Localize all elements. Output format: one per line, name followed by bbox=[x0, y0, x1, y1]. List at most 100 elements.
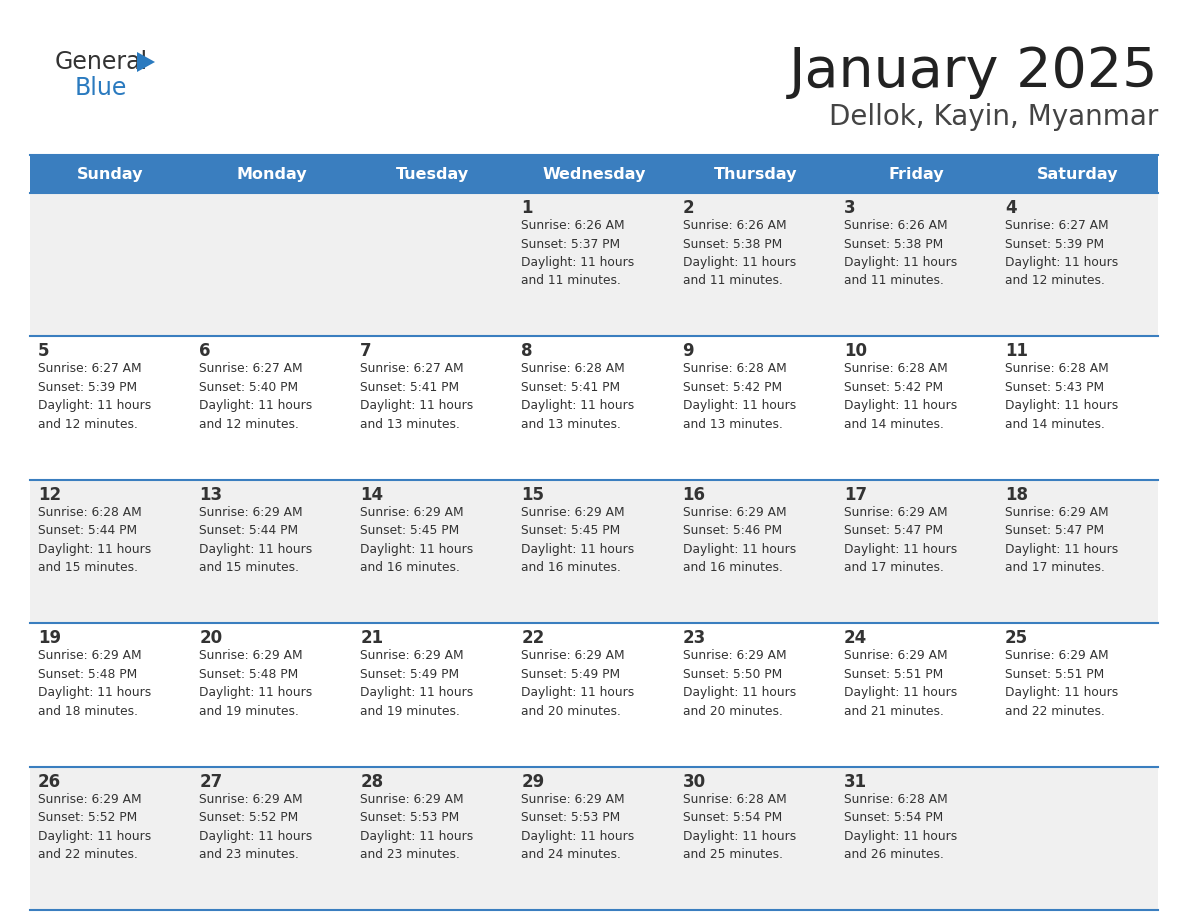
Text: 14: 14 bbox=[360, 486, 384, 504]
Bar bbox=[513, 767, 675, 910]
Text: 26: 26 bbox=[38, 773, 61, 790]
Text: 10: 10 bbox=[843, 342, 867, 361]
Text: Sunset: 5:43 PM: Sunset: 5:43 PM bbox=[1005, 381, 1104, 394]
Text: 4: 4 bbox=[1005, 199, 1017, 217]
Text: Daylight: 11 hours: Daylight: 11 hours bbox=[360, 686, 474, 700]
Text: Sunset: 5:47 PM: Sunset: 5:47 PM bbox=[843, 524, 943, 537]
Text: 19: 19 bbox=[38, 629, 61, 647]
Text: and 14 minutes.: and 14 minutes. bbox=[843, 418, 943, 431]
Text: Saturday: Saturday bbox=[1037, 166, 1118, 182]
Bar bbox=[997, 155, 1158, 193]
Text: Sunset: 5:42 PM: Sunset: 5:42 PM bbox=[843, 381, 943, 394]
Text: Sunrise: 6:27 AM: Sunrise: 6:27 AM bbox=[200, 363, 303, 375]
Text: Sunset: 5:53 PM: Sunset: 5:53 PM bbox=[360, 812, 460, 824]
Text: Sunset: 5:44 PM: Sunset: 5:44 PM bbox=[38, 524, 137, 537]
Text: Daylight: 11 hours: Daylight: 11 hours bbox=[522, 399, 634, 412]
Text: Sunrise: 6:28 AM: Sunrise: 6:28 AM bbox=[683, 792, 786, 806]
Text: Sunrise: 6:29 AM: Sunrise: 6:29 AM bbox=[522, 649, 625, 662]
Text: and 16 minutes.: and 16 minutes. bbox=[683, 561, 783, 575]
Text: Sunrise: 6:26 AM: Sunrise: 6:26 AM bbox=[843, 219, 947, 232]
Text: 25: 25 bbox=[1005, 629, 1028, 647]
Bar bbox=[675, 623, 835, 767]
Text: Sunset: 5:40 PM: Sunset: 5:40 PM bbox=[200, 381, 298, 394]
Text: Daylight: 11 hours: Daylight: 11 hours bbox=[1005, 256, 1118, 269]
Text: Sunrise: 6:29 AM: Sunrise: 6:29 AM bbox=[360, 792, 463, 806]
Text: 27: 27 bbox=[200, 773, 222, 790]
Text: Sunrise: 6:29 AM: Sunrise: 6:29 AM bbox=[522, 792, 625, 806]
Text: Sunset: 5:38 PM: Sunset: 5:38 PM bbox=[683, 238, 782, 251]
Text: Sunset: 5:48 PM: Sunset: 5:48 PM bbox=[200, 667, 298, 681]
Text: 17: 17 bbox=[843, 486, 867, 504]
Bar bbox=[191, 767, 353, 910]
Text: and 12 minutes.: and 12 minutes. bbox=[38, 418, 138, 431]
Text: 8: 8 bbox=[522, 342, 533, 361]
Text: Sunset: 5:39 PM: Sunset: 5:39 PM bbox=[1005, 238, 1104, 251]
Text: Daylight: 11 hours: Daylight: 11 hours bbox=[38, 830, 151, 843]
Bar bbox=[513, 193, 675, 336]
Bar bbox=[353, 767, 513, 910]
Text: and 14 minutes.: and 14 minutes. bbox=[1005, 418, 1105, 431]
Text: Sunset: 5:51 PM: Sunset: 5:51 PM bbox=[843, 667, 943, 681]
Text: Sunrise: 6:29 AM: Sunrise: 6:29 AM bbox=[843, 649, 947, 662]
Text: and 20 minutes.: and 20 minutes. bbox=[683, 705, 783, 718]
Text: Sunrise: 6:29 AM: Sunrise: 6:29 AM bbox=[522, 506, 625, 519]
Text: Sunset: 5:46 PM: Sunset: 5:46 PM bbox=[683, 524, 782, 537]
Bar bbox=[675, 193, 835, 336]
Text: Sunset: 5:54 PM: Sunset: 5:54 PM bbox=[683, 812, 782, 824]
Text: and 20 minutes.: and 20 minutes. bbox=[522, 705, 621, 718]
Text: 15: 15 bbox=[522, 486, 544, 504]
Text: Sunset: 5:44 PM: Sunset: 5:44 PM bbox=[200, 524, 298, 537]
Bar bbox=[30, 623, 191, 767]
Text: and 11 minutes.: and 11 minutes. bbox=[522, 274, 621, 287]
Text: Sunset: 5:53 PM: Sunset: 5:53 PM bbox=[522, 812, 620, 824]
Text: Sunrise: 6:29 AM: Sunrise: 6:29 AM bbox=[200, 649, 303, 662]
Bar bbox=[997, 623, 1158, 767]
Bar bbox=[30, 155, 191, 193]
Text: and 25 minutes.: and 25 minutes. bbox=[683, 848, 783, 861]
Text: Daylight: 11 hours: Daylight: 11 hours bbox=[360, 830, 474, 843]
Bar bbox=[353, 623, 513, 767]
Text: and 11 minutes.: and 11 minutes. bbox=[683, 274, 783, 287]
Text: and 16 minutes.: and 16 minutes. bbox=[360, 561, 460, 575]
Text: Sunset: 5:52 PM: Sunset: 5:52 PM bbox=[38, 812, 138, 824]
Bar bbox=[835, 480, 997, 623]
Text: Sunset: 5:54 PM: Sunset: 5:54 PM bbox=[843, 812, 943, 824]
Text: Daylight: 11 hours: Daylight: 11 hours bbox=[360, 543, 474, 555]
Text: Sunset: 5:42 PM: Sunset: 5:42 PM bbox=[683, 381, 782, 394]
Text: and 26 minutes.: and 26 minutes. bbox=[843, 848, 943, 861]
Bar bbox=[513, 336, 675, 480]
Bar bbox=[513, 480, 675, 623]
Text: Sunrise: 6:29 AM: Sunrise: 6:29 AM bbox=[200, 506, 303, 519]
Text: Sunset: 5:50 PM: Sunset: 5:50 PM bbox=[683, 667, 782, 681]
Text: Daylight: 11 hours: Daylight: 11 hours bbox=[200, 543, 312, 555]
Text: and 18 minutes.: and 18 minutes. bbox=[38, 705, 138, 718]
Bar bbox=[30, 193, 191, 336]
Text: 3: 3 bbox=[843, 199, 855, 217]
Text: Daylight: 11 hours: Daylight: 11 hours bbox=[843, 399, 958, 412]
Text: Sunrise: 6:28 AM: Sunrise: 6:28 AM bbox=[843, 792, 948, 806]
Text: Sunset: 5:48 PM: Sunset: 5:48 PM bbox=[38, 667, 138, 681]
Text: and 22 minutes.: and 22 minutes. bbox=[38, 848, 138, 861]
Text: Sunset: 5:38 PM: Sunset: 5:38 PM bbox=[843, 238, 943, 251]
Text: Sunrise: 6:26 AM: Sunrise: 6:26 AM bbox=[683, 219, 786, 232]
Text: Daylight: 11 hours: Daylight: 11 hours bbox=[522, 543, 634, 555]
Text: 6: 6 bbox=[200, 342, 210, 361]
Bar bbox=[997, 767, 1158, 910]
Bar bbox=[835, 767, 997, 910]
Text: Sunrise: 6:28 AM: Sunrise: 6:28 AM bbox=[522, 363, 625, 375]
Text: Sunrise: 6:29 AM: Sunrise: 6:29 AM bbox=[1005, 649, 1108, 662]
Bar bbox=[675, 767, 835, 910]
Text: Daylight: 11 hours: Daylight: 11 hours bbox=[1005, 543, 1118, 555]
Text: Daylight: 11 hours: Daylight: 11 hours bbox=[843, 543, 958, 555]
Text: Sunset: 5:45 PM: Sunset: 5:45 PM bbox=[360, 524, 460, 537]
Text: 7: 7 bbox=[360, 342, 372, 361]
Text: and 23 minutes.: and 23 minutes. bbox=[360, 848, 460, 861]
Bar bbox=[191, 193, 353, 336]
Text: and 19 minutes.: and 19 minutes. bbox=[360, 705, 460, 718]
Text: Sunset: 5:45 PM: Sunset: 5:45 PM bbox=[522, 524, 620, 537]
Text: Daylight: 11 hours: Daylight: 11 hours bbox=[1005, 399, 1118, 412]
Text: Sunset: 5:51 PM: Sunset: 5:51 PM bbox=[1005, 667, 1104, 681]
Text: Wednesday: Wednesday bbox=[542, 166, 646, 182]
Bar bbox=[675, 480, 835, 623]
Text: Daylight: 11 hours: Daylight: 11 hours bbox=[38, 543, 151, 555]
